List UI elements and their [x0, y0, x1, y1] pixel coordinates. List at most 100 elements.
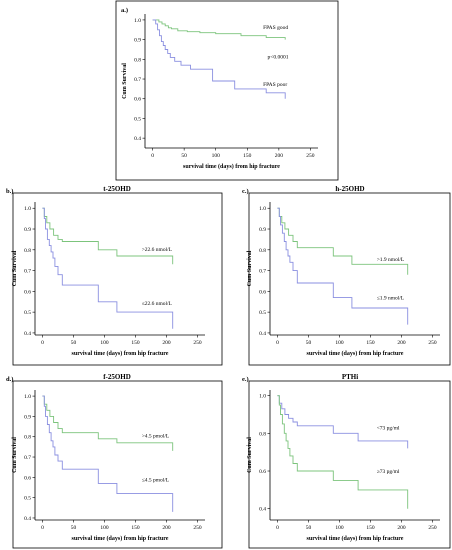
survival-curve-2 — [277, 207, 409, 325]
y-tick-label: 0.5 — [134, 116, 141, 122]
curve-annotation: FPAS poor — [263, 82, 287, 88]
x-tick-label: 200 — [162, 340, 171, 346]
survival-curve-2 — [42, 207, 174, 329]
curve-annotation: FPAS good — [263, 25, 288, 31]
x-tick-label: 100 — [335, 525, 344, 531]
x-tick-label: 250 — [193, 340, 202, 346]
y-tick-label: 0.5 — [24, 496, 31, 502]
y-axis-title: Cum Survival — [12, 437, 18, 473]
y-tick-label: 1.0 — [259, 394, 266, 400]
survival-curve-1 — [152, 19, 286, 40]
y-tick-label: 1.0 — [24, 394, 31, 400]
y-tick-label: 0.9 — [259, 227, 266, 233]
y-tick-label: 0.8 — [24, 248, 31, 254]
y-tick-label: 0.6 — [24, 475, 31, 481]
x-tick-label: 200 — [275, 153, 284, 159]
x-axis-title: survival time (days) from hip fracture — [307, 535, 404, 542]
y-axis-title: Cum Survival — [122, 63, 128, 99]
curve-annotation: >22.6 nmol/L — [142, 247, 173, 253]
y-tick-label: 0.6 — [134, 97, 141, 103]
x-tick-label: 50 — [181, 153, 187, 159]
y-tick-label: 0.7 — [134, 77, 141, 83]
y-tick-label: 0.4 — [24, 331, 31, 337]
y-tick-label: 0.7 — [259, 269, 266, 275]
y-tick-label: 1.0 — [24, 206, 31, 212]
y-axis-title: Cum Survival — [12, 250, 18, 286]
x-tick-label: 200 — [397, 525, 406, 531]
y-tick-label: 0.7 — [24, 269, 31, 275]
y-tick-label: 0.4 — [24, 516, 31, 522]
x-tick-label: 250 — [428, 340, 437, 346]
y-tick-label: 0.9 — [134, 38, 141, 44]
survival-curve-2 — [277, 395, 409, 509]
y-tick-label: 1.0 — [259, 206, 266, 212]
y-tick-label: 0.7 — [24, 455, 31, 461]
y-tick-label: 0.6 — [259, 469, 266, 475]
panel-frame — [248, 192, 451, 366]
x-tick-label: 200 — [162, 525, 171, 531]
x-axis-title: survival time (days) from hip fracture — [183, 163, 280, 170]
curve-annotation: <73 pg/ml — [377, 426, 400, 432]
panel-frame — [12, 192, 223, 366]
panel-title: PTHi — [342, 373, 358, 381]
y-axis-title: Cum Survival — [247, 250, 253, 286]
curve-annotation: ≤4.5 pmol/L — [142, 477, 170, 483]
x-tick-label: 100 — [212, 153, 221, 159]
y-tick-label: 0.9 — [24, 414, 31, 420]
x-tick-label: 250 — [428, 525, 437, 531]
survival-curve-1 — [277, 207, 409, 275]
x-axis-title: survival time (days) from hip fracture — [72, 535, 169, 542]
panel-d: d.) f-25OHD 0 50 100 150 200 250 0.4 0.5 0.6 0.7 0.8… — [6, 373, 223, 549]
y-tick-label: 0.8 — [134, 57, 141, 63]
survival-curve-1 — [42, 395, 174, 451]
x-tick-label: 0 — [41, 340, 44, 346]
x-tick-label: 0 — [276, 340, 279, 346]
y-tick-label: 0.8 — [24, 435, 31, 441]
curve-annotation: ≤22.6 nmol/L — [142, 301, 173, 307]
survival-curve-2 — [42, 395, 174, 512]
survival-curve-1 — [277, 395, 409, 449]
panel-c: c.) h-25OHD 0 50 100 150 200 250 0.4 0.5 0.6 0.7 0.8… — [242, 185, 451, 366]
x-tick-label: 50 — [71, 525, 77, 531]
x-tick-label: 0 — [41, 525, 44, 531]
x-tick-label: 50 — [306, 340, 312, 346]
panel-a: a.) 0 50 100 150 200 250 0.4 0.5 0.6 0.7 0.8 0.9 1.0 s… — [115, 0, 339, 181]
panel-frame — [115, 0, 339, 181]
y-tick-label: 0.6 — [259, 289, 266, 295]
panel-title: h-25OHD — [335, 185, 364, 193]
survival-curve-1 — [42, 207, 174, 265]
curve-annotation: ≥73 pg/ml — [377, 469, 400, 475]
x-axis-title: survival time (days) from hip fracture — [72, 350, 169, 357]
y-tick-label: 0.4 — [259, 331, 266, 337]
survival-curve-2 — [152, 19, 286, 99]
panel-frame — [248, 380, 451, 549]
x-tick-label: 0 — [151, 153, 154, 159]
panel-label: c.) — [242, 188, 249, 195]
x-tick-label: 0 — [276, 525, 279, 531]
panel-label: b.) — [6, 188, 13, 195]
panel-title: f-25OHD — [103, 373, 131, 381]
curve-annotation: p<0.0001 — [267, 54, 288, 60]
y-tick-label: 0.5 — [259, 310, 266, 316]
panel-title: t-25OHD — [103, 185, 131, 193]
x-tick-label: 150 — [131, 525, 140, 531]
x-tick-label: 50 — [306, 525, 312, 531]
curve-annotation: >1.9 nmol/L — [377, 257, 405, 263]
panel-b: b.) t-25OHD 0 50 100 150 200 250 0.4 0.5 0.6 0.7 0.8… — [6, 185, 223, 366]
x-tick-label: 150 — [243, 153, 252, 159]
y-tick-label: 0.4 — [134, 136, 141, 142]
x-tick-label: 100 — [335, 340, 344, 346]
x-tick-label: 100 — [100, 525, 109, 531]
x-tick-label: 100 — [100, 340, 109, 346]
y-tick-label: 0.5 — [24, 310, 31, 316]
panel-label: a.) — [121, 7, 128, 14]
y-axis-title: Cum Survival — [247, 437, 253, 473]
x-tick-label: 200 — [397, 340, 406, 346]
panel-e: e.) PTHi 0 50 100 150 200 250 0.4 0.6 0.8 1.0 surviv… — [242, 373, 451, 549]
x-tick-label: 150 — [366, 340, 375, 346]
panel-label: d.) — [6, 376, 13, 383]
y-tick-label: 0.9 — [24, 227, 31, 233]
y-tick-label: 1.0 — [134, 18, 141, 24]
x-tick-label: 50 — [71, 340, 77, 346]
